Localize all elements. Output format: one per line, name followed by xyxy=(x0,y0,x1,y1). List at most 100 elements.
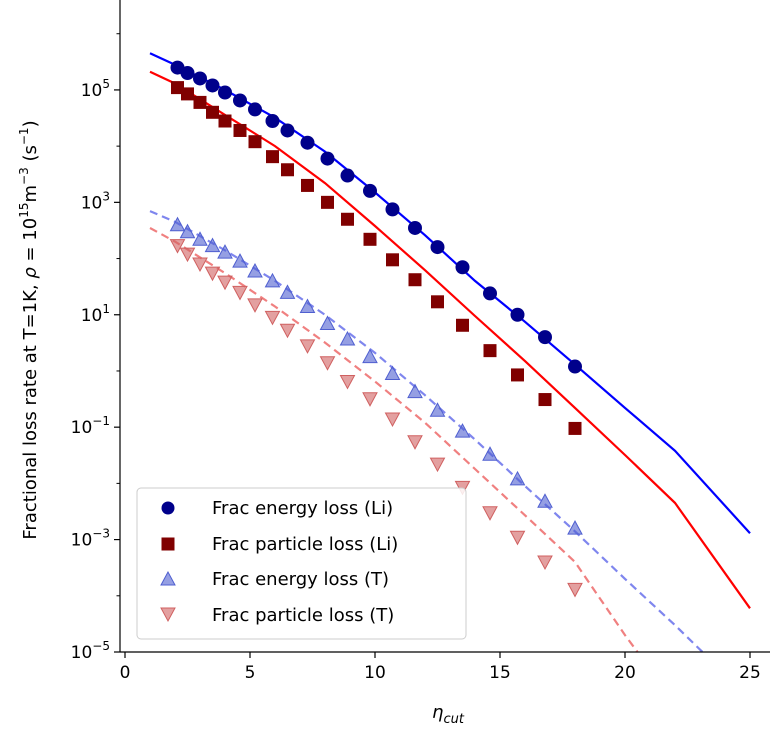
data-point-series-2 xyxy=(509,470,526,486)
y-label-part-s: (s xyxy=(20,145,41,167)
data-point-series-3 xyxy=(509,530,526,546)
x-tick-label: 20 xyxy=(614,663,636,683)
x-tick-label: 5 xyxy=(245,663,256,683)
x-axis-label-base: η xyxy=(432,702,443,723)
data-point-series-3 xyxy=(247,298,263,313)
y-ticks: 10−5 10−3 10−1 101 103 105 xyxy=(71,33,120,663)
y-label-exp-neg1: −1 xyxy=(17,127,31,145)
data-point-series-0 xyxy=(180,66,195,81)
y-label-close: ) xyxy=(20,120,41,127)
data-point-series-1 xyxy=(266,150,279,164)
y-label-part-1: Fractional loss rate at T=1K, xyxy=(20,279,41,540)
data-points xyxy=(169,60,583,598)
y-tick-label: 105 xyxy=(81,77,110,101)
data-point-series-2 xyxy=(179,223,196,239)
data-point-series-0 xyxy=(280,123,295,138)
y-label-exp-15: 15 xyxy=(17,202,31,217)
data-point-series-1 xyxy=(321,195,334,209)
data-point-series-1 xyxy=(431,295,444,309)
data-point-series-1 xyxy=(248,135,262,149)
legend-marker-square xyxy=(161,537,175,551)
x-tick-label: 15 xyxy=(489,663,511,683)
fit-line-series-3 xyxy=(149,227,639,653)
data-point-series-1 xyxy=(181,87,194,101)
data-point-series-0 xyxy=(363,183,377,198)
data-point-series-0 xyxy=(193,71,207,86)
data-point-series-1 xyxy=(233,123,247,137)
data-point-series-2 xyxy=(537,493,553,508)
data-point-series-0 xyxy=(233,93,247,108)
y-label-part-3: = 10 xyxy=(20,218,41,267)
x-ticks: 0 5 10 15 20 25 xyxy=(120,652,761,683)
x-tick-label: 25 xyxy=(739,663,761,683)
data-point-series-0 xyxy=(218,85,232,100)
data-point-series-2 xyxy=(264,272,281,288)
data-point-series-0 xyxy=(320,151,335,166)
data-point-series-1 xyxy=(218,114,232,128)
data-point-series-3 xyxy=(279,323,296,339)
data-point-series-2 xyxy=(384,365,401,381)
data-point-series-2 xyxy=(319,315,336,330)
data-point-series-2 xyxy=(429,402,446,417)
data-point-series-0 xyxy=(483,286,497,301)
legend: Frac energy loss (Li) Frac particle loss… xyxy=(136,487,467,640)
data-point-series-3 xyxy=(429,457,446,473)
data-point-series-0 xyxy=(538,330,552,345)
data-point-series-3 xyxy=(407,435,423,450)
data-point-series-3 xyxy=(169,239,186,254)
data-point-series-3 xyxy=(319,356,336,371)
data-point-series-1 xyxy=(193,95,207,109)
data-point-series-2 xyxy=(204,237,221,253)
data-point-series-1 xyxy=(408,273,422,287)
data-point-series-2 xyxy=(247,262,263,278)
y-tick-label: 10−3 xyxy=(71,527,110,551)
y-label-exp-neg3: −3 xyxy=(17,167,31,185)
data-point-series-1 xyxy=(538,393,552,407)
data-point-series-1 xyxy=(568,421,582,435)
data-point-series-1 xyxy=(341,212,354,226)
data-point-series-1 xyxy=(483,344,497,358)
legend-entry-energy-li: Frac energy loss (Li) xyxy=(161,498,393,519)
data-point-series-3 xyxy=(232,285,248,301)
data-point-series-3 xyxy=(362,392,378,407)
legend-marker-triangle-up xyxy=(160,570,176,586)
legend-entry-energy-t: Frac energy loss (T) xyxy=(160,569,389,590)
data-point-series-2 xyxy=(339,330,356,346)
legend-marker-circle xyxy=(161,501,175,515)
data-point-series-2 xyxy=(482,446,498,461)
y-tick-label: 101 xyxy=(81,302,110,326)
x-tick-label: 10 xyxy=(364,663,386,683)
y-tick-label: 10−1 xyxy=(71,414,110,438)
data-point-series-2 xyxy=(567,520,583,535)
data-point-series-0 xyxy=(205,78,220,93)
x-tick-label: 0 xyxy=(120,663,131,683)
data-point-series-3 xyxy=(384,412,401,428)
legend-label-particle-li: Frac particle loss (Li) xyxy=(212,534,398,555)
data-point-series-2 xyxy=(299,298,316,314)
data-point-series-3 xyxy=(299,339,316,354)
data-point-series-0 xyxy=(408,220,422,235)
legend-frame xyxy=(136,487,467,640)
data-point-series-0 xyxy=(510,307,525,322)
data-point-series-1 xyxy=(206,105,219,119)
legend-label-energy-t: Frac energy loss (T) xyxy=(212,569,389,590)
data-point-series-0 xyxy=(568,359,582,374)
data-point-series-1 xyxy=(281,163,294,177)
data-point-series-3 xyxy=(339,374,356,390)
data-point-series-3 xyxy=(192,257,208,273)
data-point-series-0 xyxy=(385,202,400,217)
data-point-series-0 xyxy=(265,114,280,129)
legend-marker-triangle-down xyxy=(160,607,176,623)
x-axis-label-sub: cut xyxy=(443,712,464,727)
data-point-series-1 xyxy=(301,178,314,192)
data-point-series-1 xyxy=(171,81,184,95)
data-point-series-2 xyxy=(279,284,296,299)
data-point-series-2 xyxy=(169,216,186,232)
legend-label-particle-t: Frac particle loss (T) xyxy=(212,605,394,626)
data-point-series-2 xyxy=(232,253,248,268)
x-axis-label: ηcut xyxy=(432,702,465,727)
data-point-series-2 xyxy=(362,348,378,364)
data-point-series-0 xyxy=(340,168,355,183)
y-axis-label: Fractional loss rate at T=1K, ρ = 1015m−… xyxy=(17,120,41,539)
